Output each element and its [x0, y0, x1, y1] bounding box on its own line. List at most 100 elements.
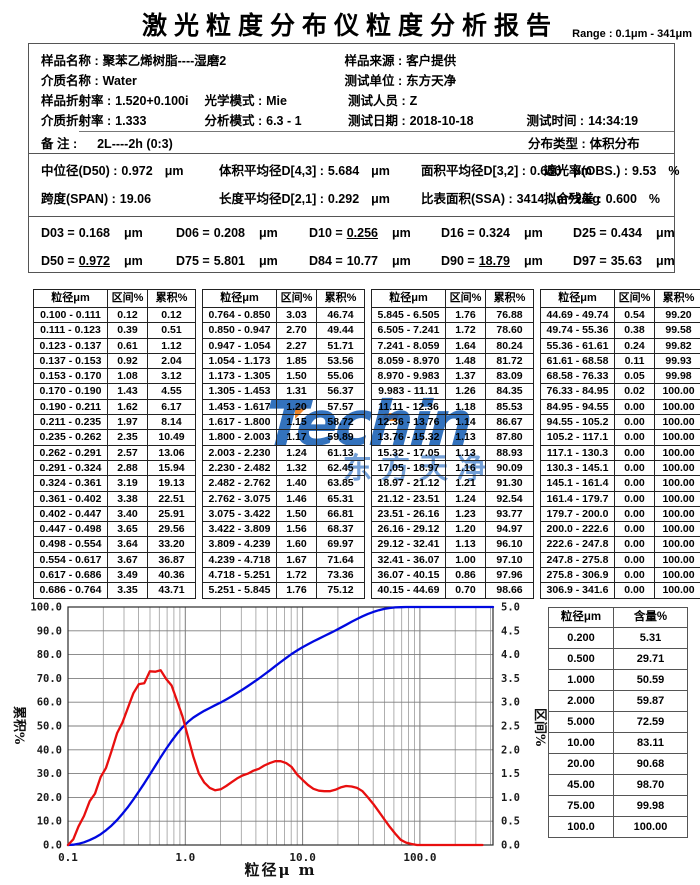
bin-cell: 117.1 - 130.3 [541, 445, 615, 460]
bin-cell: 1.67 [277, 552, 317, 567]
bin-cell: 19.13 [148, 476, 196, 491]
bin-cell: 13.76 - 15.32 [372, 430, 446, 445]
dvalue-name: D25 = [573, 226, 607, 240]
stat-label: 长度平均径D[2,1] : [219, 192, 324, 206]
test-time-field: 测试时间 :14:34:19 [526, 111, 638, 131]
bin-cell: 6.505 - 7.241 [372, 323, 446, 338]
bin-cell: 99.58 [655, 323, 700, 338]
dvalue-unit: μm [259, 254, 278, 268]
header-box: 样品名称 :聚苯乙烯树脂----湿磨2 样品来源 :客户提供 介质名称 :Wat… [28, 43, 675, 273]
content-cell: 99.98 [614, 796, 688, 817]
bin-cell: 1.305 - 1.453 [203, 384, 277, 399]
svg-text:40.0: 40.0 [37, 744, 62, 756]
content-cell: 5.000 [549, 712, 614, 733]
dvalue-name: D90 = [441, 254, 475, 268]
bin-cell: 1.21 [446, 476, 486, 491]
medium-field: 介质名称 :Water [41, 71, 341, 91]
dvalue-unit: μm [524, 254, 543, 268]
stat-label: 遮光率(OBS.) : [544, 164, 628, 178]
bin-cell: 4.239 - 4.718 [203, 552, 277, 567]
bin-cell: 57.57 [317, 399, 365, 414]
bin-cell: 94.97 [486, 522, 534, 537]
bin-cell: 3.075 - 3.422 [203, 506, 277, 521]
chart-svg: 0.010.020.030.040.050.060.070.080.090.01… [0, 600, 548, 880]
bin-col-header: 粒径μm [372, 290, 446, 308]
dvalue-unit: μm [124, 254, 143, 268]
bin-cell: 0.05 [615, 369, 655, 384]
svg-text:1.5: 1.5 [501, 768, 520, 780]
svg-text:3.5: 3.5 [501, 673, 520, 685]
dvalue-name: D75 = [176, 254, 210, 268]
bin-cell: 3.03 [277, 308, 317, 323]
bin-cell: 49.74 - 55.36 [541, 323, 615, 338]
bin-cell: 0.554 - 0.617 [34, 552, 108, 567]
bin-cell: 100.00 [655, 460, 700, 475]
stat-unit: μm [371, 164, 390, 178]
bin-cell: 1.72 [446, 323, 486, 338]
bin-cell: 5.845 - 6.505 [372, 308, 446, 323]
bin-cell: 2.88 [108, 460, 148, 475]
bin-cell: 1.62 [108, 399, 148, 414]
dvalue-value: 0.324 [479, 226, 510, 240]
content-cell: 1.000 [549, 670, 614, 691]
bin-cell: 83.09 [486, 369, 534, 384]
divider-full-1 [29, 153, 674, 154]
bin-cell: 1.60 [277, 537, 317, 552]
content-cell: 5.31 [614, 628, 688, 649]
bin-cell: 0.54 [615, 308, 655, 323]
bin-cell: 0.38 [615, 323, 655, 338]
content-cell: 10.00 [549, 733, 614, 754]
remark-label: 备 注 : [41, 137, 77, 151]
info-row-5: 备 注 :2L----2h (0:3) 分布类型 :体积分布 [41, 134, 670, 154]
bin-cell: 99.20 [655, 308, 700, 323]
bin-cell: 1.17 [277, 430, 317, 445]
bin-cell: 1.24 [446, 491, 486, 506]
stat-label: 中位径(D50) : [41, 164, 117, 178]
bin-cell: 99.93 [655, 353, 700, 368]
bin-cell: 0.12 [148, 308, 196, 323]
sample-source-field: 样品来源 :客户提供 [344, 51, 456, 71]
svg-text:80.0: 80.0 [37, 649, 62, 661]
bin-cell: 2.35 [108, 430, 148, 445]
bin-cell: 73.36 [317, 568, 365, 583]
tester-label: 测试人员 : [348, 94, 406, 108]
remark-value: 2L----2h (0:3) [97, 137, 173, 151]
bin-cell: 1.18 [446, 399, 486, 414]
dvalue-unit: μm [124, 226, 143, 240]
range-label: Range : 0.1μm - 341μm [572, 28, 692, 40]
svg-text:5.0: 5.0 [501, 602, 520, 614]
bin-cell: 3.64 [108, 537, 148, 552]
bin-cell: 1.23 [446, 506, 486, 521]
svg-text:100.0: 100.0 [30, 602, 62, 614]
bin-cell: 1.20 [277, 399, 317, 414]
bin-cell: 87.80 [486, 430, 534, 445]
svg-text:50.0: 50.0 [37, 721, 62, 733]
bin-cell: 1.20 [446, 522, 486, 537]
bin-cell: 1.13 [446, 537, 486, 552]
bin-cell: 200.0 - 222.6 [541, 522, 615, 537]
svg-text:90.0: 90.0 [37, 625, 62, 637]
bin-cell: 0.123 - 0.137 [34, 338, 108, 353]
bin-cell: 1.97 [108, 415, 148, 430]
stat-value: 3414 [517, 192, 545, 206]
bin-cell: 100.00 [655, 537, 700, 552]
